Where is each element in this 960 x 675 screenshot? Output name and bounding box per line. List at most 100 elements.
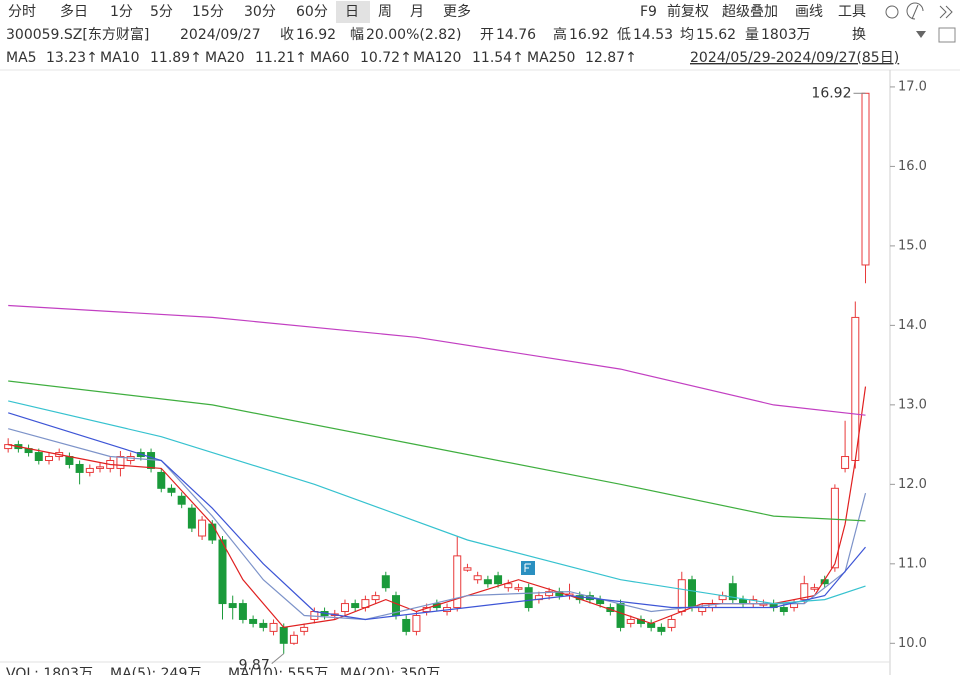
volume-legend: MA(20): 350万 (340, 666, 440, 675)
period-tab[interactable]: 30分 (244, 4, 276, 20)
candle-body (177, 495, 186, 505)
candle-body (647, 622, 656, 628)
ma-legend-value: 11.21↑ (255, 50, 307, 66)
candle-body (44, 456, 53, 461)
candle-body (473, 575, 482, 581)
hide-icon[interactable] (906, 2, 924, 20)
candle-body (453, 555, 462, 609)
ma-legend-value: 13.23↑ (46, 50, 98, 66)
field-label: 开 (480, 27, 494, 43)
field-value: 16.92 (296, 27, 336, 43)
field-label: 均 (680, 27, 694, 43)
candle-body (187, 507, 196, 529)
candle-body (483, 579, 492, 585)
candle-body (85, 467, 94, 473)
period-tab[interactable]: 15分 (192, 4, 224, 20)
candle-body (841, 456, 850, 469)
tool-button[interactable]: 画线 (795, 4, 823, 20)
period-tab[interactable]: 1分 (110, 4, 133, 20)
candle-body (96, 466, 105, 469)
y-tick-label: 15.0 (898, 238, 927, 253)
y-tick-label: 10.0 (898, 636, 927, 651)
y-tick-label: 16.0 (898, 159, 927, 174)
candle-body (218, 539, 227, 605)
ma-line (8, 386, 867, 629)
wp-icon[interactable] (938, 27, 956, 43)
candle-body (412, 614, 421, 632)
period-tab[interactable]: 日 (345, 4, 359, 20)
extreme-pointer (271, 653, 285, 665)
stock-code: 300059.SZ[东方财富] (6, 26, 149, 43)
period-tab[interactable]: 分时 (8, 4, 36, 20)
candle-body (269, 622, 278, 632)
candle-body (861, 92, 870, 266)
candle-body (249, 618, 258, 624)
ma-legend-name: MA20 (205, 50, 244, 66)
y-tick-label: 12.0 (898, 477, 927, 492)
ma-line (8, 304, 866, 416)
candle-body (147, 452, 156, 469)
candle-body (514, 587, 523, 590)
field-label: 高 (553, 26, 567, 43)
ma-legend-name: MA5 (6, 50, 37, 66)
ma-legend-value: 11.54↑ (472, 50, 524, 66)
candle-body (289, 634, 298, 644)
period-tab[interactable]: 月 (410, 4, 424, 20)
y-tick-label: 14.0 (898, 318, 927, 333)
range-dropdown[interactable] (916, 31, 926, 38)
period-tab[interactable]: 5分 (150, 4, 173, 20)
candle-body (739, 599, 748, 605)
candle-body (340, 603, 349, 613)
period-tab[interactable]: 60分 (296, 4, 328, 20)
tool-button[interactable]: 超级叠加 (722, 4, 778, 20)
candle-body (208, 523, 217, 541)
candle-body (626, 618, 635, 624)
tool-button[interactable]: 前复权 (667, 3, 709, 20)
candle-body (75, 463, 84, 473)
expand-icon[interactable] (939, 5, 953, 19)
candle-body (65, 456, 74, 465)
candle-body (698, 607, 707, 613)
tool-button[interactable]: F9 (640, 4, 657, 20)
candle-body (524, 587, 533, 609)
date-range[interactable]: 2024/05/29-2024/09/27(85日) (690, 50, 899, 66)
ma-legend-name: MA60 (310, 50, 349, 66)
candle-body (371, 595, 380, 601)
tool-button[interactable]: 工具 (838, 4, 866, 20)
candle-body (167, 487, 176, 493)
field-value: 1803万 (761, 27, 811, 43)
header-icons[interactable] (885, 2, 956, 43)
field-value: 15.62 (696, 27, 736, 43)
candle-body (545, 591, 554, 597)
ma-line (8, 412, 866, 621)
y-tick-label: 17.0 (898, 79, 927, 94)
candle-body (504, 583, 513, 589)
f-marker-glyph (524, 563, 531, 572)
candle-body (402, 618, 411, 632)
ma-line (8, 428, 867, 621)
candle-body (616, 603, 625, 628)
field-label: 幅 (350, 27, 364, 43)
period-tab[interactable]: 多日 (60, 3, 88, 20)
ma-legend-name: MA250 (527, 50, 575, 66)
y-tick-label: 11.0 (898, 556, 927, 571)
field-label: 量 (745, 27, 759, 43)
candle-body (116, 456, 125, 469)
candle-body (463, 567, 472, 571)
candle-body (381, 575, 390, 589)
candle-body (300, 626, 309, 632)
extreme-label: 16.92 (811, 85, 851, 101)
candle-body (259, 622, 268, 628)
candle-body (34, 452, 43, 461)
settings-icon[interactable] (885, 5, 899, 19)
field-label: 收 (280, 27, 294, 43)
ma-legend-name: MA10 (100, 50, 139, 66)
period-tab[interactable]: 更多 (443, 3, 471, 20)
quote-date: 2024/09/27 (180, 27, 261, 43)
candle-body (279, 626, 288, 644)
candle-body (687, 579, 696, 609)
period-tab[interactable]: 周 (378, 4, 392, 20)
ma-legend-name: MA120 (413, 50, 461, 66)
